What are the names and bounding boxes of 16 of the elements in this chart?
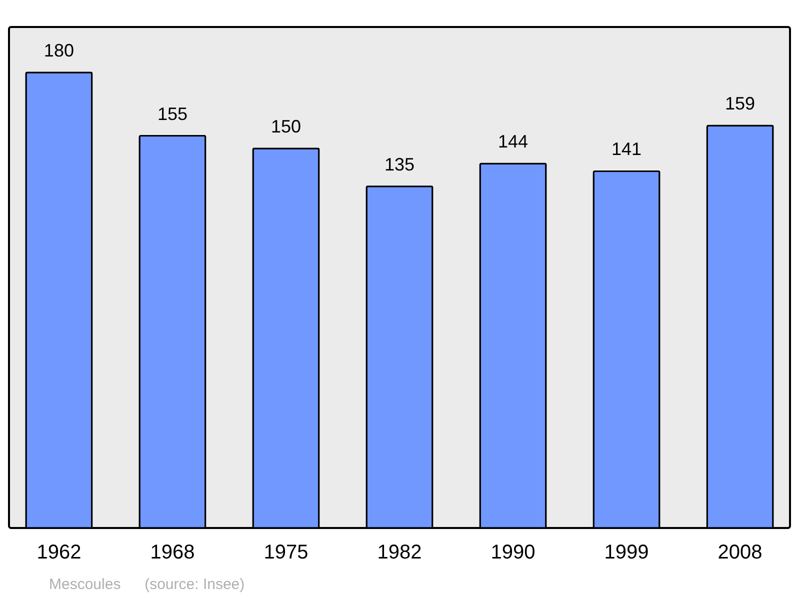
data-label: 144 [498,132,528,152]
text: (source: Insee) [144,576,245,593]
data-label: 159 [725,94,756,114]
data-label: 180 [44,40,74,61]
data-label: 150 [270,116,302,136]
x-tick-label: 1990 [490,542,536,564]
x-tick-label: 1962 [36,542,82,564]
data-label: 155 [157,104,188,124]
x-tick-label: 2008 [718,542,762,564]
x-tick-label: 1968 [150,542,195,564]
data-label: 135 [384,154,415,174]
x-tick-label: 1982 [377,542,422,564]
x-tick-label: 1999 [604,542,649,564]
x-tick-label: 1975 [264,542,308,564]
text: Mescoules [49,576,121,593]
data-label: 141 [612,139,642,160]
